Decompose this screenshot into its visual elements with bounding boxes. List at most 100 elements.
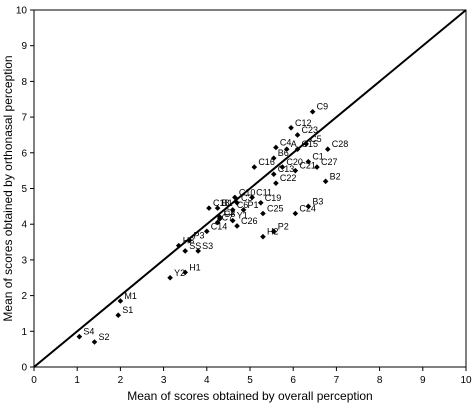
x-tick-label: 2	[118, 375, 124, 386]
point-label: C24	[299, 203, 316, 213]
point-label: C26	[241, 216, 258, 226]
y-tick-label: 5	[21, 184, 27, 195]
data-point	[167, 274, 173, 281]
data-point	[270, 171, 277, 178]
x-tick-label: 3	[161, 375, 167, 386]
data-point	[91, 339, 98, 345]
x-tick-label: 1	[74, 375, 80, 386]
data-point	[309, 108, 316, 115]
x-axis-title: Mean of scores obtained by overall perce…	[127, 389, 372, 403]
point-label: C14	[211, 221, 228, 231]
data-point	[216, 216, 223, 222]
point-label: A	[291, 139, 297, 149]
point-label: C1	[312, 152, 324, 162]
point-label: C3	[241, 193, 253, 203]
x-tick-label: 9	[420, 375, 426, 386]
data-point	[214, 205, 221, 211]
point-label: C5	[310, 134, 322, 144]
point-label: S2	[98, 332, 109, 342]
data-point	[288, 125, 294, 131]
data-point	[206, 205, 212, 211]
point-label: C6	[237, 200, 249, 210]
data-point	[260, 233, 266, 240]
y-tick-label: 6	[21, 148, 27, 159]
point-label: B6	[278, 148, 289, 158]
point-label: H1	[189, 262, 201, 272]
point-label: Y1	[237, 211, 248, 221]
point-label: C11	[256, 187, 272, 197]
data-point	[322, 178, 329, 185]
point-label: SS	[189, 241, 201, 251]
data-point	[305, 203, 312, 210]
x-tick-label: 5	[247, 375, 253, 386]
data-point	[182, 269, 188, 276]
x-tick-label: 10	[460, 375, 472, 386]
data-point	[303, 141, 309, 147]
point-label: C18	[213, 198, 230, 208]
point-label: C21	[299, 161, 316, 171]
point-label: C8	[224, 209, 236, 219]
data-point	[204, 228, 210, 235]
point-label: S1	[122, 305, 133, 315]
y-tick-label: 4	[21, 220, 27, 231]
y-tick-label: 9	[21, 41, 27, 52]
point-label: C12	[295, 118, 312, 128]
point-label: P2	[278, 221, 289, 231]
y-tick-label: 8	[21, 77, 27, 88]
x-tick-label: 7	[334, 375, 340, 386]
data-point	[232, 194, 238, 201]
point-label: C10	[239, 187, 256, 197]
y-tick-label: 0	[21, 363, 27, 374]
y-tick-label: 1	[21, 327, 27, 338]
data-point	[229, 217, 236, 224]
y-tick-label: 10	[16, 6, 28, 17]
data-point	[251, 164, 258, 170]
point-label: H2	[267, 227, 279, 237]
data-point	[175, 242, 182, 249]
data-point	[270, 228, 277, 235]
data-point	[115, 312, 122, 319]
point-label: C16	[258, 157, 275, 167]
point-label: M1	[124, 291, 137, 301]
point-label: P3	[194, 230, 205, 240]
y-tick-label: 3	[21, 255, 27, 266]
data-point	[273, 180, 279, 186]
data-point	[260, 210, 266, 217]
data-point	[292, 167, 299, 174]
data-point	[283, 146, 290, 153]
data-point	[229, 207, 236, 213]
x-tick-label: 6	[290, 375, 296, 386]
y-axis-title: Mean of scores obtained by orthonasal pe…	[1, 55, 15, 321]
point-label: S4	[83, 327, 94, 337]
point-label: P1	[248, 200, 259, 210]
data-point	[234, 223, 240, 229]
point-label: S3	[202, 241, 213, 251]
y-tick-label: 7	[21, 113, 27, 124]
point-label: C25	[267, 203, 284, 213]
data-point	[279, 164, 286, 170]
point-label: B2	[330, 171, 341, 181]
data-point	[305, 158, 312, 165]
point-label: C19	[265, 193, 282, 203]
point-label: C22	[280, 173, 297, 183]
point-label: C27	[321, 157, 338, 167]
data-point	[314, 164, 320, 170]
data-point	[240, 207, 247, 213]
x-tick-label: 8	[377, 375, 383, 386]
data-point	[195, 248, 201, 254]
identity-line	[33, 9, 467, 368]
data-point	[214, 219, 221, 226]
y-tick-label: 2	[21, 291, 27, 302]
point-label: C28	[332, 139, 349, 149]
point-label: Y2	[174, 268, 185, 278]
data-point	[76, 333, 83, 340]
data-point	[249, 194, 255, 201]
data-point	[324, 146, 331, 153]
point-label: C9	[317, 102, 329, 112]
point-label: B1	[222, 198, 233, 208]
point-label: C13	[278, 164, 295, 174]
data-point	[294, 146, 301, 153]
data-point	[258, 199, 264, 206]
data-point	[186, 237, 193, 244]
point-label: C7	[222, 212, 234, 222]
